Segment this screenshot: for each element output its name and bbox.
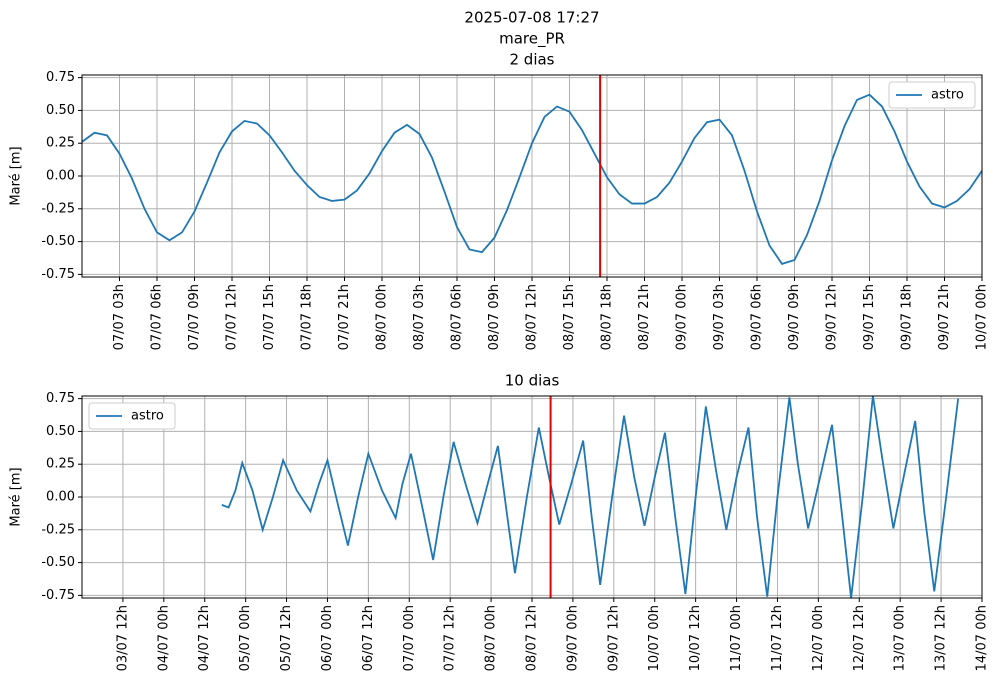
x-tick-label: 07/07 12h (225, 284, 240, 350)
x-tick-label: 11/07 00h (729, 605, 744, 671)
data-line (221, 395, 960, 599)
y-tick-label: 0.25 (46, 457, 75, 472)
y-tick-label: 0.50 (46, 103, 75, 118)
legend-box (888, 81, 976, 109)
x-tick-label: 07/07 12h (443, 605, 458, 671)
x-tick-label: 04/07 12h (197, 605, 212, 671)
x-tick-label: 07/07 18h (300, 284, 315, 350)
x-tick-label: 14/07 00h (975, 605, 990, 671)
y-tick-label: 0.75 (46, 70, 75, 85)
legend-label: astro (931, 88, 964, 103)
y-tick-label: -0.25 (41, 201, 75, 216)
x-tick-label: 09/07 12h (606, 605, 621, 671)
x-tick-label: 08/07 06h (450, 284, 465, 350)
y-tick-label: -0.50 (41, 555, 75, 570)
x-tick-label: 13/07 00h (893, 605, 908, 671)
x-tick-label: 08/07 21h (637, 284, 652, 350)
y-tick-label: -0.50 (41, 234, 75, 249)
x-tick-label: 05/07 12h (279, 605, 294, 671)
figure-title: 2025-07-08 17:27 (464, 9, 599, 27)
x-tick-label: 06/07 00h (320, 605, 335, 671)
legend-label: astro (131, 409, 164, 424)
x-tick-label: 07/07 09h (187, 284, 202, 350)
x-tick-label: 04/07 00h (156, 605, 171, 671)
x-tick-label: 09/07 06h (750, 284, 765, 350)
data-line (81, 93, 983, 265)
x-tick-label: 08/07 12h (525, 284, 540, 350)
x-tick-label: 12/07 12h (852, 605, 867, 671)
y-axis-label: Maré [m] (9, 146, 24, 205)
x-tick-label: 03/07 12h (115, 605, 130, 671)
y-axis-label: Maré [m] (9, 467, 24, 526)
axes-frame (81, 74, 983, 278)
x-tick-label: 08/07 00h (484, 605, 499, 671)
y-tick-label: -0.75 (41, 267, 75, 282)
figure-subtitle: mare_PR (499, 30, 565, 49)
x-tick-label: 07/07 00h (402, 605, 417, 671)
x-tick-label: 07/07 21h (337, 284, 352, 350)
x-tick-label: 13/07 12h (934, 605, 949, 671)
x-tick-label: 08/07 09h (487, 284, 502, 350)
y-tick-label: 0.25 (46, 136, 75, 151)
x-tick-label: 08/07 18h (600, 284, 615, 350)
x-tick-label: 10/07 12h (688, 605, 703, 671)
x-tick-label: 12/07 00h (811, 605, 826, 671)
x-tick-label: 07/07 06h (150, 284, 165, 350)
x-tick-label: 08/07 15h (562, 284, 577, 350)
x-tick-label: 09/07 03h (712, 284, 727, 350)
x-tick-label: 09/07 15h (862, 284, 877, 350)
axes-frame (81, 395, 983, 599)
x-tick-label: 06/07 12h (361, 605, 376, 671)
chart-title: 10 dias (505, 372, 560, 390)
x-tick-label: 08/07 00h (375, 284, 390, 350)
x-tick-label: 07/07 03h (112, 284, 127, 350)
chart-title: 2 dias (509, 51, 554, 69)
x-tick-label: 09/07 00h (565, 605, 580, 671)
x-tick-label: 09/07 12h (825, 284, 840, 350)
y-tick-label: 0.00 (46, 490, 75, 505)
y-tick-label: -0.25 (41, 522, 75, 537)
x-tick-label: 09/07 18h (900, 284, 915, 350)
x-tick-label: 05/07 00h (238, 605, 253, 671)
x-tick-label: 10/07 00h (647, 605, 662, 671)
x-tick-label: 09/07 21h (937, 284, 952, 350)
x-tick-label: 09/07 09h (787, 284, 802, 350)
x-tick-label: 08/07 12h (525, 605, 540, 671)
y-tick-label: 0.50 (46, 424, 75, 439)
legend-box (88, 402, 176, 430)
x-tick-label: 07/07 15h (262, 284, 277, 350)
x-tick-label: 10/07 00h (975, 284, 990, 350)
y-tick-label: 0.75 (46, 391, 75, 406)
x-tick-label: 09/07 00h (675, 284, 690, 350)
y-tick-label: -0.75 (41, 588, 75, 603)
x-tick-label: 08/07 03h (412, 284, 427, 350)
y-tick-label: 0.00 (46, 169, 75, 184)
x-tick-label: 11/07 12h (770, 605, 785, 671)
